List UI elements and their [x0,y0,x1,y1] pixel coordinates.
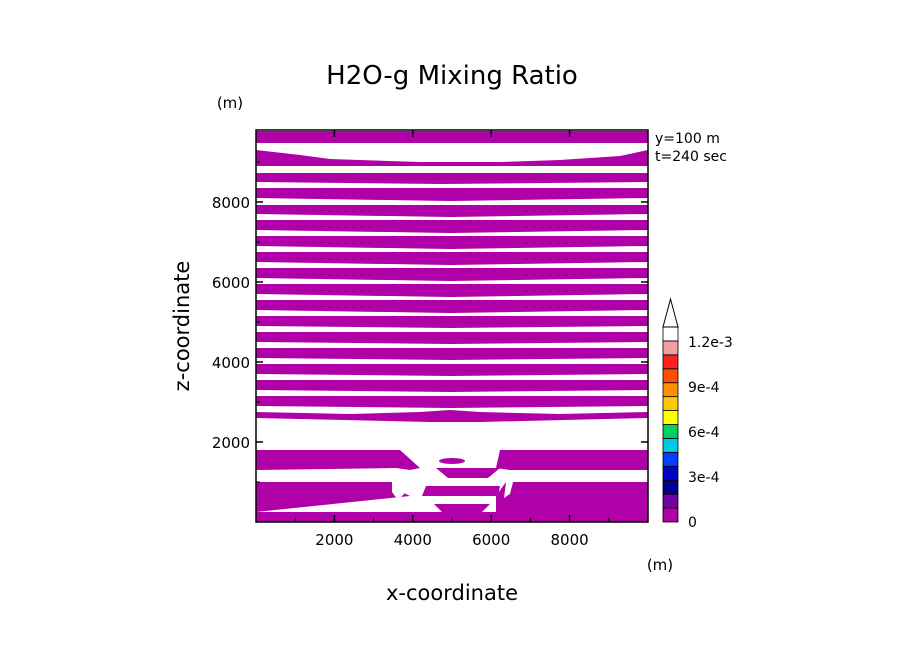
field-band [256,220,648,233]
field-band [256,380,648,392]
y-axis: 2000 4000 6000 8000 [212,161,648,483]
chart-title: H2O-g Mixing Ratio [326,61,578,91]
field-band [439,458,465,464]
field-band [256,364,648,376]
colorbar-swatch [662,438,679,453]
field-gap [484,470,500,484]
colorbar-swatch [662,368,679,384]
field-band [256,450,420,470]
colorbar-label: 9e-4 [688,380,720,396]
colorbar-swatch [662,396,679,411]
colorbar-label: 6e-4 [688,425,720,441]
field-band [256,482,410,512]
y-unit-label: (m) [217,94,243,112]
x-axis-label: x-coordinate [386,581,518,605]
field-band [422,486,500,496]
field-band [496,450,648,470]
field-band [256,316,648,328]
annotation-y-position: y=100 m [655,131,720,147]
field-gap [504,478,514,498]
field-band [256,268,648,281]
field-band [256,396,648,408]
colorbar-swatch [662,326,679,342]
field-gap [392,478,406,500]
colorbar-swatch [662,465,679,481]
x-tick-label: 4000 [394,531,432,549]
y-tick-label: 2000 [212,434,250,452]
field-band [256,512,648,522]
field-band [256,173,648,184]
colorbar-swatch [662,451,679,467]
field-band [256,205,648,217]
colorbar-swatch [662,410,679,425]
colorbar-swatch [662,340,679,356]
colorbar-swatch [662,354,679,370]
colorbar-swatch [662,507,679,523]
field-band [256,348,648,360]
field-band [256,150,648,166]
x-tick-label: 2000 [315,531,353,549]
field-band [256,300,648,313]
field-gap [418,470,448,482]
field-band [256,131,648,143]
colorbar-swatch [662,424,679,439]
field-band [436,468,500,478]
colorbar-label: 0 [688,515,697,531]
y-axis-label: z-coordinate [170,261,194,392]
field-band [256,332,648,344]
x-tick-label: 6000 [472,531,510,549]
field-band [256,410,648,422]
field-band [256,188,648,201]
x-axis: 2000 4000 6000 8000 [294,130,610,549]
annotation-time: t=240 sec [655,149,727,165]
field-band [496,482,648,512]
colorbar-swatch [662,382,679,398]
plot-area [256,130,648,522]
field-band [256,236,648,249]
field-band [256,284,648,297]
colorbar: 0 3e-4 6e-4 9e-4 1.2e-3 [662,297,733,531]
y-tick-label: 6000 [212,274,250,292]
x-unit-label: (m) [647,556,673,574]
colorbar-label: 1.2e-3 [688,335,733,351]
x-tick-label: 8000 [551,531,589,549]
field-band [434,504,490,514]
colorbar-swatch [662,479,679,495]
y-tick-label: 8000 [212,194,250,212]
colorbar-label: 3e-4 [688,470,720,486]
colorbar-swatch [662,493,679,509]
field-band [256,252,648,265]
colorbar-extend-arrow [662,297,679,328]
y-tick-label: 4000 [212,354,250,372]
